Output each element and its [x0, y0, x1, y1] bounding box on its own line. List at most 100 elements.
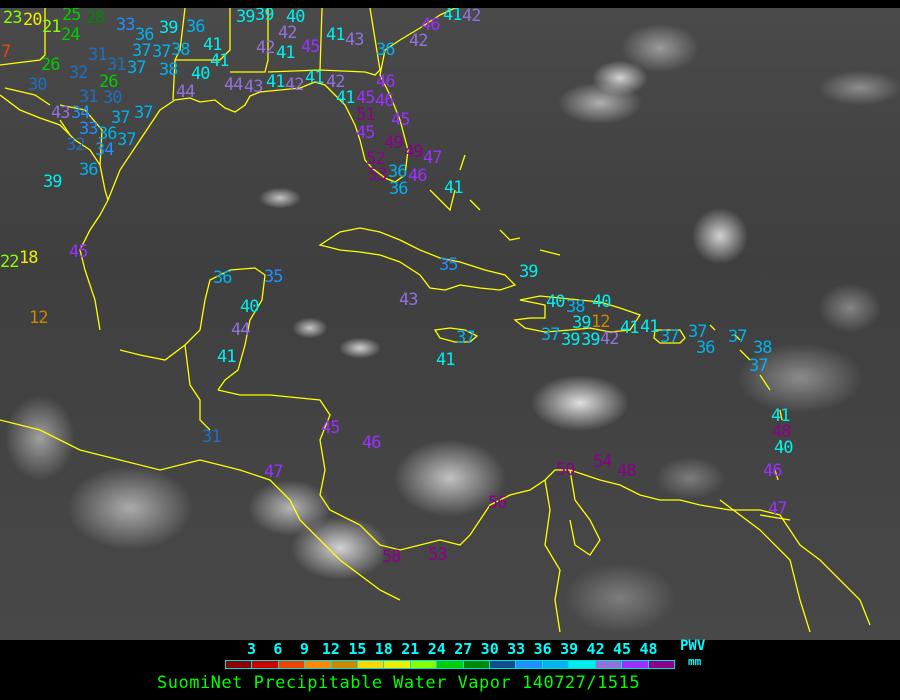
station-pwv-label: 40	[546, 292, 566, 312]
station-pwv-label: 34	[95, 140, 115, 160]
station-pwv-label: 43	[244, 77, 264, 97]
station-pwv-label: 45	[391, 110, 411, 130]
station-pwv-label: 28	[86, 8, 106, 28]
station-pwv-label: 41	[771, 406, 791, 426]
mexico-yucatan-coast	[79, 199, 266, 391]
station-pwv-label: 36	[79, 160, 99, 180]
colorbar-tick: 6	[273, 640, 283, 658]
station-pwv-label: 40	[286, 8, 306, 27]
us-state-borders	[0, 8, 381, 166]
station-pwv-label: 26	[41, 55, 61, 75]
lesser-antilles	[709, 324, 791, 521]
station-pwv-label: 46	[362, 433, 382, 453]
colorbar-units-label: mm	[688, 655, 702, 668]
colorbar-quantity-label: PWV	[680, 638, 706, 654]
station-pwv-label: 22	[0, 252, 20, 272]
station-pwv-label: 45	[301, 37, 321, 57]
station-pwv-label: 32	[69, 63, 89, 83]
station-pwv-label: 36	[98, 124, 118, 144]
colorbar-bin	[516, 661, 543, 668]
station-pwv-label: 39	[561, 330, 581, 350]
colorbar-bin	[437, 661, 464, 668]
station-pwv-label: 36	[389, 179, 409, 199]
station-pwv-label: 44	[224, 75, 244, 95]
station-pwv-label: 41	[217, 347, 237, 367]
colorbar-tick: 33	[507, 640, 526, 658]
station-pwv-label: 45	[69, 242, 89, 262]
station-pwv-label: 41	[640, 317, 660, 337]
colorbar-bin	[384, 661, 411, 668]
station-pwv-label: 41	[305, 68, 325, 88]
station-pwv-label: 49	[404, 142, 424, 162]
station-pwv-label: 23	[3, 8, 23, 28]
station-pwv-label: 41	[444, 178, 464, 198]
station-pwv-label: 38	[753, 338, 773, 358]
station-pwv-label: 37	[541, 325, 561, 345]
station-pwv-label: 42	[256, 38, 276, 58]
station-pwv-label: 40	[191, 64, 211, 84]
colorbar-bin	[569, 661, 596, 668]
south-america-interior	[544, 469, 811, 633]
colorbar-tick: 18	[374, 640, 393, 658]
station-pwv-label: 46	[408, 166, 428, 186]
pwv-colorbar	[225, 660, 675, 669]
colorbar-bin	[358, 661, 385, 668]
us-gulf-coast	[0, 8, 456, 201]
station-pwv-label: 42	[278, 23, 298, 43]
station-pwv-label: 41	[326, 25, 346, 45]
station-pwv-label: 25	[62, 8, 82, 25]
station-pwv-label: 39	[43, 172, 63, 192]
station-pwv-label: 24	[61, 25, 81, 45]
station-pwv-label: 37	[132, 41, 152, 61]
colorbar-tick: 48	[639, 640, 658, 658]
hispaniola-coast	[513, 295, 642, 333]
station-pwv-label: 44	[231, 320, 251, 340]
station-pwv-label: 52	[366, 149, 386, 169]
station-pwv-label: 33	[79, 119, 99, 139]
station-pwv-label: 41	[210, 51, 230, 71]
station-pwv-label: 36	[213, 268, 233, 288]
station-pwv-label: 31	[79, 87, 99, 107]
colorbar-tick: 36	[533, 640, 552, 658]
station-pwv-label: 41	[443, 8, 463, 25]
station-pwv-label: 37	[660, 327, 680, 347]
station-pwv-label: 37	[456, 328, 476, 348]
station-pwv-label: 39	[159, 18, 179, 38]
station-pwv-label: 37	[134, 103, 154, 123]
station-pwv-label: 32	[66, 135, 86, 155]
cuba-coast	[318, 227, 517, 291]
station-pwv-label: 30	[28, 75, 48, 95]
station-pwv-label: 47	[264, 462, 284, 482]
station-pwv-label: 39	[236, 8, 256, 27]
station-pwv-label: 34	[71, 103, 91, 123]
station-pwv-label: 37	[728, 327, 748, 347]
colorbar-bin	[595, 661, 623, 668]
station-pwv-label: 36	[135, 25, 155, 45]
station-pwv-label: 38	[159, 60, 179, 80]
station-pwv-label: 36	[388, 162, 408, 182]
station-pwv-label: 41	[436, 350, 456, 370]
station-pwv-label: 42	[285, 75, 305, 95]
colorbar-tick: 15	[348, 640, 367, 658]
station-pwv-label: 37	[152, 42, 172, 62]
station-pwv-label: 26	[99, 72, 119, 92]
station-pwv-label: 45	[321, 418, 341, 438]
colorbar-tick: 9	[299, 640, 309, 658]
station-pwv-label: 51	[356, 105, 376, 125]
station-pwv-label: 31	[107, 55, 127, 75]
station-pwv-label: 46	[375, 91, 395, 111]
station-pwv-label: 49	[384, 133, 404, 153]
station-pwv-label: 31	[88, 45, 108, 65]
colorbar-bin	[648, 661, 674, 668]
station-pwv-label: 31	[202, 427, 222, 447]
station-pwv-label: 39	[255, 8, 275, 25]
station-pwv-label: 47	[768, 499, 788, 519]
station-pwv-label: 20	[23, 10, 43, 30]
station-pwv-label: 41	[336, 88, 356, 108]
station-pwv-label: 42	[326, 72, 346, 92]
colorbar-bin	[490, 661, 517, 668]
station-pwv-label: 36	[186, 17, 206, 37]
station-pwv-label: 48	[772, 422, 792, 442]
station-pwv-label: 35	[439, 255, 459, 275]
